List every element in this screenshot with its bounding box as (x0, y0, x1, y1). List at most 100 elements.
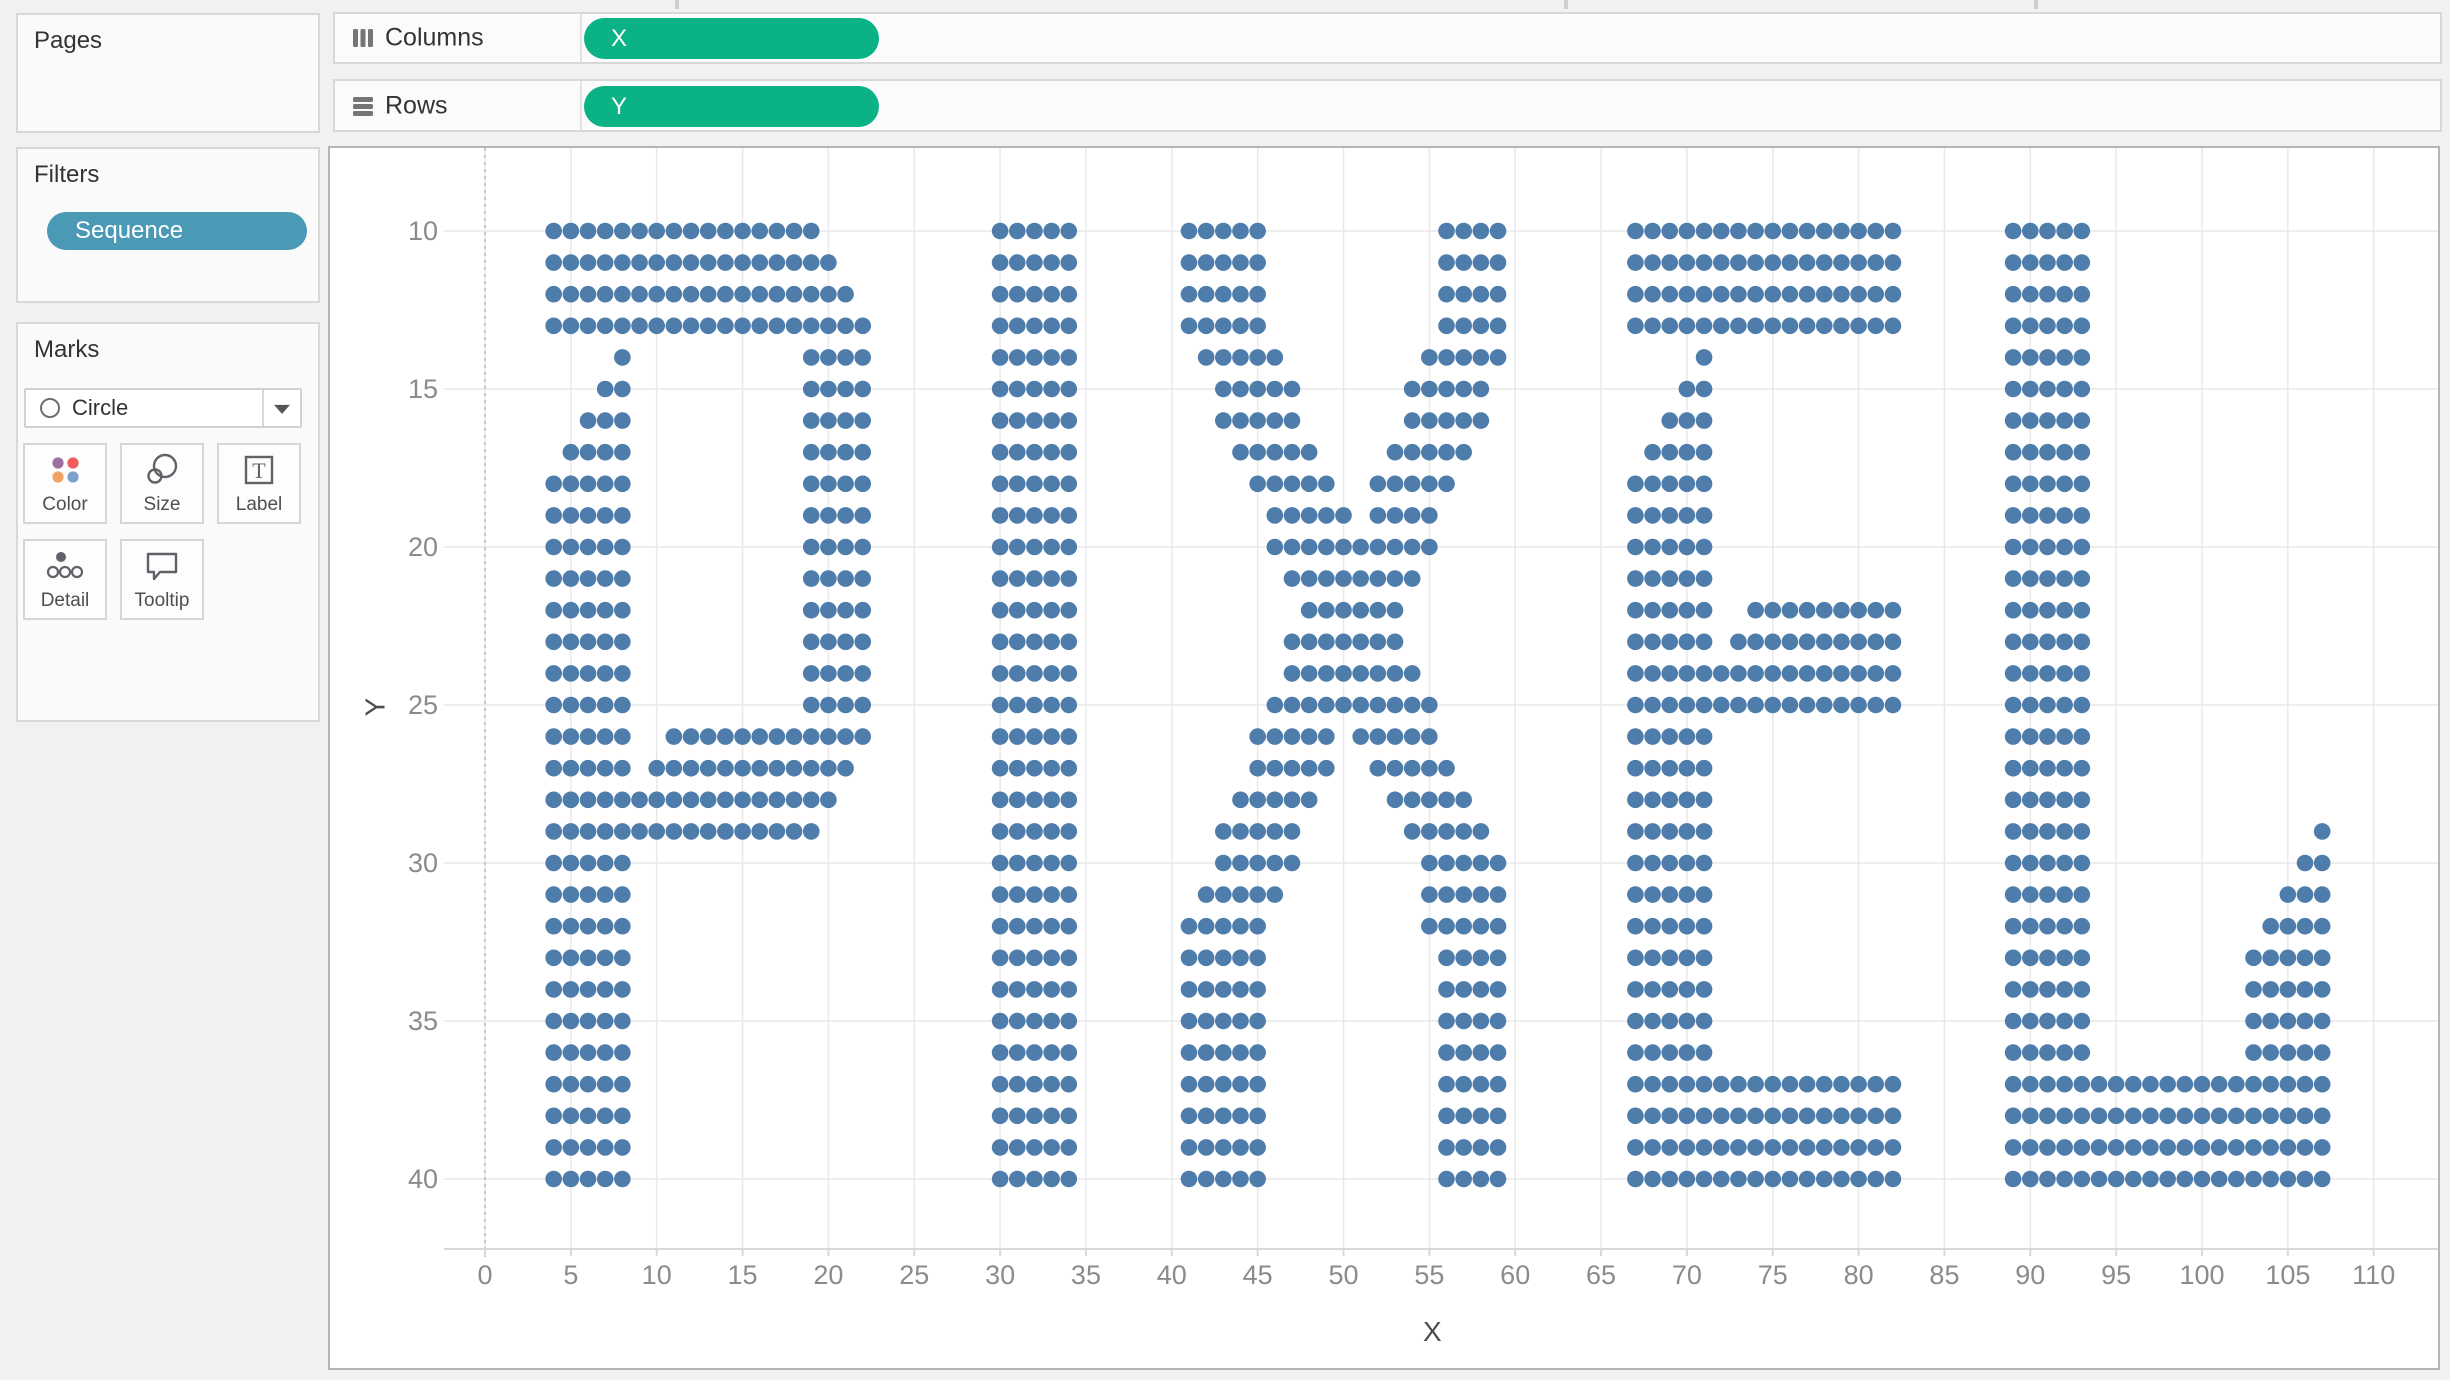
mark[interactable] (648, 317, 665, 335)
mark[interactable] (682, 317, 700, 335)
mark[interactable] (1249, 949, 1266, 967)
mark[interactable] (614, 285, 631, 303)
mark[interactable] (1249, 1012, 1266, 1030)
mark[interactable] (2022, 791, 2039, 809)
mark[interactable] (1283, 854, 1301, 872)
mark[interactable] (614, 507, 631, 524)
mark[interactable] (2039, 1107, 2056, 1125)
mark[interactable] (1455, 949, 1472, 967)
mark[interactable] (545, 886, 562, 903)
mark[interactable] (2056, 1012, 2073, 1030)
mark[interactable] (2313, 1012, 2331, 1030)
mark[interactable] (1455, 349, 1472, 366)
mark[interactable] (2073, 285, 2091, 303)
mark[interactable] (1249, 1170, 1266, 1188)
mark[interactable] (2142, 1107, 2159, 1125)
mark[interactable] (1627, 601, 1644, 619)
mark[interactable] (1318, 633, 1335, 651)
mark[interactable] (2056, 917, 2073, 935)
mark[interactable] (1249, 254, 1266, 271)
mark[interactable] (1300, 601, 1318, 619)
mark[interactable] (2056, 696, 2073, 714)
mark[interactable] (2090, 1107, 2108, 1125)
mark[interactable] (2022, 823, 2039, 840)
mark[interactable] (579, 507, 597, 524)
mark[interactable] (1060, 285, 1078, 303)
mark[interactable] (1627, 854, 1644, 872)
mark[interactable] (614, 475, 631, 493)
mark[interactable] (991, 380, 1009, 398)
mark[interactable] (2296, 886, 2314, 903)
mark[interactable] (1644, 791, 1661, 809)
mark[interactable] (1197, 254, 1215, 271)
mark[interactable] (802, 412, 820, 429)
mark[interactable] (1352, 633, 1369, 651)
mark[interactable] (1232, 380, 1249, 398)
mark[interactable] (2262, 949, 2279, 967)
mark[interactable] (596, 538, 614, 556)
mark[interactable] (1060, 1075, 1078, 1093)
mark[interactable] (614, 728, 631, 745)
mark[interactable] (785, 254, 803, 271)
mark[interactable] (1678, 222, 1696, 240)
mark[interactable] (1644, 1075, 1661, 1093)
mark[interactable] (1197, 1075, 1215, 1093)
mark[interactable] (1043, 633, 1060, 651)
mark[interactable] (545, 222, 562, 240)
mark[interactable] (1815, 1170, 1833, 1188)
mark[interactable] (545, 791, 562, 809)
mark[interactable] (699, 728, 717, 745)
mark[interactable] (2296, 1139, 2314, 1156)
mark[interactable] (2022, 981, 2039, 998)
mark[interactable] (2107, 1107, 2125, 1125)
mark[interactable] (2176, 1139, 2194, 1156)
mark[interactable] (1815, 665, 1833, 682)
mark[interactable] (1215, 285, 1232, 303)
mark[interactable] (1695, 823, 1713, 840)
mark[interactable] (1798, 1139, 1816, 1156)
mark[interactable] (2039, 570, 2056, 587)
mark[interactable] (1008, 538, 1026, 556)
mark[interactable] (2022, 1012, 2039, 1030)
mark[interactable] (1043, 949, 1060, 967)
mark[interactable] (2159, 1075, 2176, 1093)
mark[interactable] (648, 254, 665, 271)
mark[interactable] (2125, 1170, 2142, 1188)
mark[interactable] (2296, 917, 2314, 935)
mark[interactable] (1249, 854, 1266, 872)
mark[interactable] (1712, 317, 1730, 335)
mark[interactable] (2073, 380, 2091, 398)
mark[interactable] (1438, 285, 1455, 303)
mark[interactable] (1644, 1044, 1661, 1061)
mark[interactable] (2313, 949, 2331, 967)
mark[interactable] (2313, 917, 2331, 935)
mark[interactable] (1712, 665, 1730, 682)
mark[interactable] (1438, 1044, 1455, 1061)
mark[interactable] (1627, 317, 1644, 335)
mark[interactable] (596, 570, 614, 587)
scatter-plot[interactable]: 0 5 10 15 20 25 30 35 40 45 50 55 60 65 70 75 80 85 90 95 10… (330, 148, 2438, 1368)
mark[interactable] (2022, 854, 2039, 872)
mark[interactable] (1455, 1044, 1472, 1061)
mark[interactable] (1180, 1107, 1198, 1125)
mark[interactable] (2073, 823, 2091, 840)
mark[interactable] (1300, 665, 1318, 682)
mark[interactable] (2022, 601, 2039, 619)
mark[interactable] (1661, 1012, 1679, 1030)
mark[interactable] (2056, 475, 2073, 493)
mark[interactable] (1266, 507, 1284, 524)
mark[interactable] (2090, 1170, 2108, 1188)
mark[interactable] (1644, 665, 1661, 682)
mark[interactable] (1678, 1012, 1696, 1030)
mark[interactable] (1026, 633, 1043, 651)
mark[interactable] (2073, 665, 2091, 682)
mark[interactable] (2245, 1012, 2262, 1030)
mark[interactable] (1678, 538, 1696, 556)
mark[interactable] (1815, 1075, 1833, 1093)
mark[interactable] (1060, 1107, 1078, 1125)
mark[interactable] (1232, 222, 1249, 240)
mark[interactable] (820, 633, 837, 651)
mark[interactable] (991, 633, 1009, 651)
mark[interactable] (2056, 886, 2073, 903)
mark[interactable] (1266, 886, 1284, 903)
